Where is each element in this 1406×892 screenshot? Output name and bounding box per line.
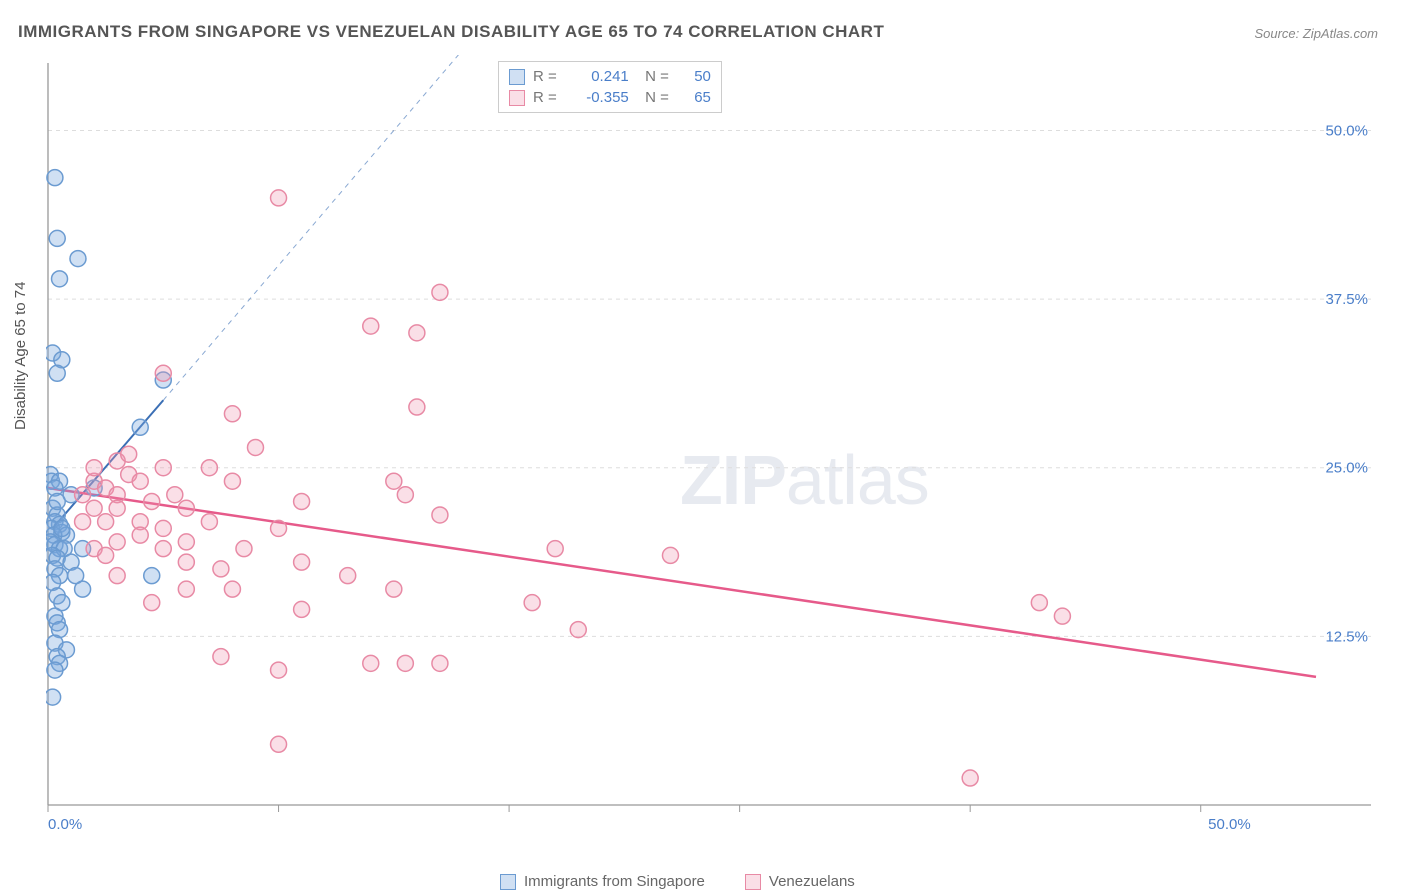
r-label: R =	[533, 68, 557, 85]
correlation-stats-box: R = 0.241 N = 50 R = -0.355 N = 65	[498, 61, 722, 113]
svg-text:25.0%: 25.0%	[1325, 460, 1368, 477]
legend-label-1: Immigrants from Singapore	[524, 873, 705, 890]
legend-swatch-2	[745, 874, 761, 890]
svg-text:37.5%: 37.5%	[1325, 291, 1368, 308]
scatter-plot-svg: 25.0% 50.0% 12.5% 37.5% 0.0% 50.0%	[46, 55, 1376, 835]
n-label: N =	[637, 89, 669, 106]
legend-swatch-1	[500, 874, 516, 890]
series-1-n-value: 50	[681, 68, 711, 85]
series-2-n-value: 65	[681, 89, 711, 106]
svg-text:50.0%: 50.0%	[1325, 122, 1368, 139]
legend: Immigrants from Singapore Venezuelans	[500, 873, 855, 890]
svg-text:50.0%: 50.0%	[1208, 816, 1251, 833]
series-2-swatch	[509, 90, 525, 106]
legend-item-1: Immigrants from Singapore	[500, 873, 705, 890]
legend-label-2: Venezuelans	[769, 873, 855, 890]
y-axis-label: Disability Age 65 to 74	[12, 282, 29, 430]
svg-text:0.0%: 0.0%	[48, 816, 82, 833]
chart-title: IMMIGRANTS FROM SINGAPORE VS VENEZUELAN …	[18, 22, 884, 42]
stats-row-series-1: R = 0.241 N = 50	[509, 66, 711, 87]
svg-text:12.5%: 12.5%	[1325, 628, 1368, 645]
chart-area: 25.0% 50.0% 12.5% 37.5% 0.0% 50.0%	[46, 55, 1376, 835]
source-label: Source: ZipAtlas.com	[1254, 26, 1378, 41]
r-label: R =	[533, 89, 557, 106]
series-1-r-value: 0.241	[569, 68, 629, 85]
n-label: N =	[637, 68, 669, 85]
stats-row-series-2: R = -0.355 N = 65	[509, 87, 711, 108]
series-2-r-value: -0.355	[569, 89, 629, 106]
legend-item-2: Venezuelans	[745, 873, 855, 890]
series-1-swatch	[509, 69, 525, 85]
